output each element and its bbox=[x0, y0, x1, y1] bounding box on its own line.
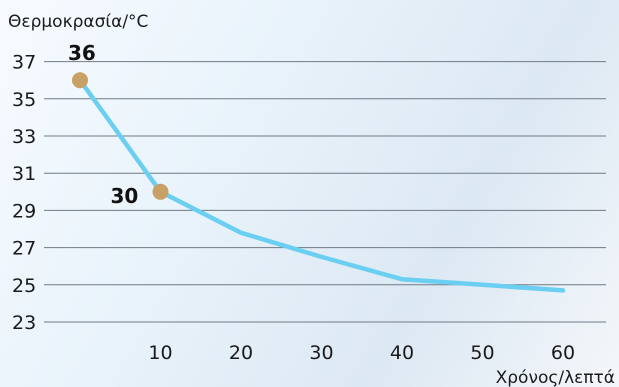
data-point-marker bbox=[72, 72, 88, 89]
x-tick-label: 40 bbox=[390, 342, 414, 364]
data-point-label: 30 bbox=[111, 184, 139, 208]
y-tick-label: 29 bbox=[12, 200, 36, 222]
y-tick-label: 25 bbox=[12, 275, 36, 297]
y-tick-label: 37 bbox=[12, 52, 36, 74]
gridlines bbox=[44, 61, 606, 323]
y-axis-title: Θερμοκρασία/°C bbox=[8, 12, 148, 32]
series-group bbox=[77, 77, 566, 293]
x-tick-label: 20 bbox=[229, 342, 253, 364]
y-tick-label: 27 bbox=[12, 238, 36, 260]
x-tick-label: 10 bbox=[148, 342, 172, 364]
y-tick-label: 31 bbox=[12, 163, 36, 185]
data-point-label: 36 bbox=[68, 41, 96, 65]
x-tick-label: 50 bbox=[470, 342, 494, 364]
y-tick-label: 33 bbox=[12, 126, 36, 148]
highlighted-points: 36 30 bbox=[68, 41, 169, 208]
y-tick-label: 23 bbox=[12, 312, 36, 334]
x-axis-title: Χρόνος/λεπτά bbox=[496, 368, 615, 387]
y-tick-labels: 23 25 27 29 31 33 35 37 bbox=[12, 52, 36, 334]
data-point-marker bbox=[152, 183, 169, 200]
series-line-0 bbox=[77, 77, 566, 293]
x-tick-labels: 10 20 30 40 50 60 bbox=[148, 342, 575, 364]
y-tick-label: 35 bbox=[12, 89, 36, 111]
x-tick-label: 60 bbox=[551, 342, 575, 364]
x-tick-label: 30 bbox=[309, 342, 333, 364]
